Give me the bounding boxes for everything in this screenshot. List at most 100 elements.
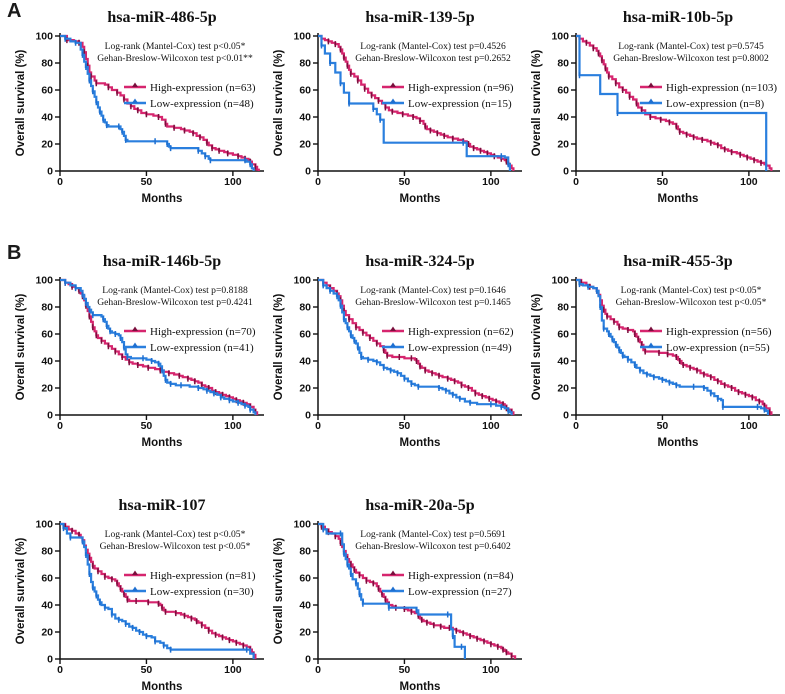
legend: High-expression (n=70) Low-expression (n… [124, 326, 256, 354]
stat-logrank-text: Log-rank (Mantel-Cox) test p=0.1646 [360, 285, 506, 296]
y-tick-label: 20 [41, 627, 53, 639]
panel-title: hsa-miR-324-5p [365, 253, 474, 270]
y-tick-label: 0 [305, 654, 311, 666]
x-tick-label: 100 [482, 420, 500, 432]
y-tick-label: 40 [41, 112, 53, 124]
y-tick-label: 80 [557, 302, 569, 314]
y-tick-label: 40 [299, 600, 311, 612]
y-tick-label: 100 [35, 31, 53, 43]
low-expression-curve [60, 522, 255, 659]
legend-label-low: Low-expression (n=49) [408, 342, 512, 354]
y-axis-label: Overall survival (%) [273, 293, 285, 400]
y-tick-label: 20 [299, 383, 311, 395]
km-panel: hsa-miR-486-5p Log-rank (Mantel-Cox) tes… [15, 9, 264, 205]
x-tick-label: 0 [573, 176, 579, 188]
low-expression-censor-ticks [64, 35, 251, 168]
legend-label-high: High-expression (n=96) [408, 82, 514, 94]
y-tick-label: 0 [563, 410, 569, 422]
legend-item-high-expression: High-expression (n=84) [382, 570, 514, 582]
y-axis-label: Overall survival (%) [15, 537, 27, 644]
high-expression-curve [576, 278, 773, 415]
km-panel: hsa-miR-20a-5p Log-rank (Mantel-Cox) tes… [273, 497, 522, 693]
legend: High-expression (n=63) Low-expression (n… [124, 82, 256, 110]
low-expression-censor-marker [132, 342, 138, 347]
km-panel: hsa-miR-324-5p Log-rank (Mantel-Cox) tes… [273, 253, 522, 449]
legend-item-low-expression: Low-expression (n=30) [124, 586, 254, 598]
high-expression-censor-marker [390, 570, 396, 575]
x-tick-label: 50 [141, 420, 153, 432]
low-expression-censor-ticks [62, 525, 248, 653]
low-expression-censor-marker [648, 342, 654, 347]
survival-curves [318, 278, 515, 416]
axes: 0 50 100 0 20 40 60 80 100 [293, 519, 522, 676]
x-axis-label: Months [400, 193, 441, 205]
panel-title: hsa-miR-486-5p [107, 9, 216, 26]
x-tick-label: 50 [141, 176, 153, 188]
y-tick-label: 0 [305, 410, 311, 422]
y-tick-label: 20 [557, 383, 569, 395]
x-tick-label: 0 [57, 176, 63, 188]
x-tick-label: 100 [224, 420, 242, 432]
legend-label-high: High-expression (n=56) [666, 326, 772, 338]
high-expression-censor-marker [390, 82, 396, 87]
low-expression-censor-marker [390, 586, 396, 591]
low-expression-curve [318, 522, 466, 659]
x-tick-label: 100 [224, 176, 242, 188]
y-axis-label: Overall survival (%) [531, 293, 543, 400]
high-expression-censor-marker [132, 326, 138, 331]
x-tick-label: 50 [399, 176, 411, 188]
y-axis-label: Overall survival (%) [273, 49, 285, 156]
low-expression-curve [318, 278, 513, 415]
km-panel: hsa-miR-10b-5p Log-rank (Mantel-Cox) tes… [531, 9, 780, 205]
stat-logrank-text: Log-rank (Mantel-Cox) test p<0.05* [105, 529, 246, 540]
stat-wilcoxon-text: Gehan-Breslow-Wilcoxon test p=0.1465 [355, 297, 511, 308]
y-tick-label: 20 [557, 139, 569, 151]
low-expression-censor-marker [390, 342, 396, 347]
y-tick-label: 100 [35, 275, 53, 287]
legend-item-low-expression: Low-expression (n=41) [124, 342, 254, 354]
survival-curves [576, 34, 773, 171]
y-axis-label: Overall survival (%) [15, 49, 27, 156]
y-tick-label: 80 [557, 58, 569, 70]
y-tick-label: 80 [299, 302, 311, 314]
y-tick-label: 60 [41, 329, 53, 341]
stat-logrank-text: Log-rank (Mantel-Cox) test p=0.5745 [618, 41, 764, 52]
x-axis-label: Months [658, 437, 699, 449]
legend: High-expression (n=96) Low-expression (n… [382, 82, 514, 110]
y-tick-label: 80 [299, 546, 311, 558]
legend-item-high-expression: High-expression (n=62) [382, 326, 514, 338]
section-label-a: A [7, 0, 22, 22]
high-expression-censor-marker [132, 570, 138, 575]
x-tick-label: 0 [315, 664, 321, 676]
x-axis-label: Months [658, 193, 699, 205]
low-expression-curve [60, 34, 255, 171]
stat-logrank-text: Log-rank (Mantel-Cox) test p=0.8188 [102, 285, 248, 296]
stat-wilcoxon-text: Gehan-Breslow-Wilcoxon test p=0.8002 [613, 53, 769, 64]
y-tick-label: 0 [47, 410, 53, 422]
legend-label-high: High-expression (n=62) [408, 326, 514, 338]
legend-label-high: High-expression (n=70) [150, 326, 256, 338]
y-tick-label: 100 [35, 519, 53, 531]
legend: High-expression (n=84) Low-expression (n… [382, 570, 514, 598]
x-tick-label: 100 [224, 664, 242, 676]
panel-grid: hsa-miR-486-5p Log-rank (Mantel-Cox) tes… [12, 6, 785, 694]
low-expression-censor-ticks [320, 42, 509, 168]
x-tick-label: 50 [399, 420, 411, 432]
stat-wilcoxon-text: Gehan-Breslow-Wilcoxon test p=0.6402 [355, 541, 511, 552]
y-tick-label: 40 [557, 112, 569, 124]
low-expression-censor-ticks [64, 279, 251, 413]
y-tick-label: 20 [41, 383, 53, 395]
axes: 0 50 100 0 20 40 60 80 100 [551, 275, 780, 432]
y-tick-label: 40 [41, 356, 53, 368]
low-expression-censor-marker [132, 586, 138, 591]
legend-label-high: High-expression (n=63) [150, 82, 256, 94]
y-tick-label: 20 [299, 139, 311, 151]
legend-label-low: Low-expression (n=48) [150, 98, 254, 110]
low-expression-censor-marker [648, 98, 654, 103]
y-tick-label: 40 [557, 356, 569, 368]
high-expression-censor-marker [648, 326, 654, 331]
survival-curves [60, 278, 259, 416]
y-tick-label: 100 [551, 31, 569, 43]
high-expression-censor-marker [390, 326, 396, 331]
axes: 0 50 100 0 20 40 60 80 100 [293, 275, 522, 432]
